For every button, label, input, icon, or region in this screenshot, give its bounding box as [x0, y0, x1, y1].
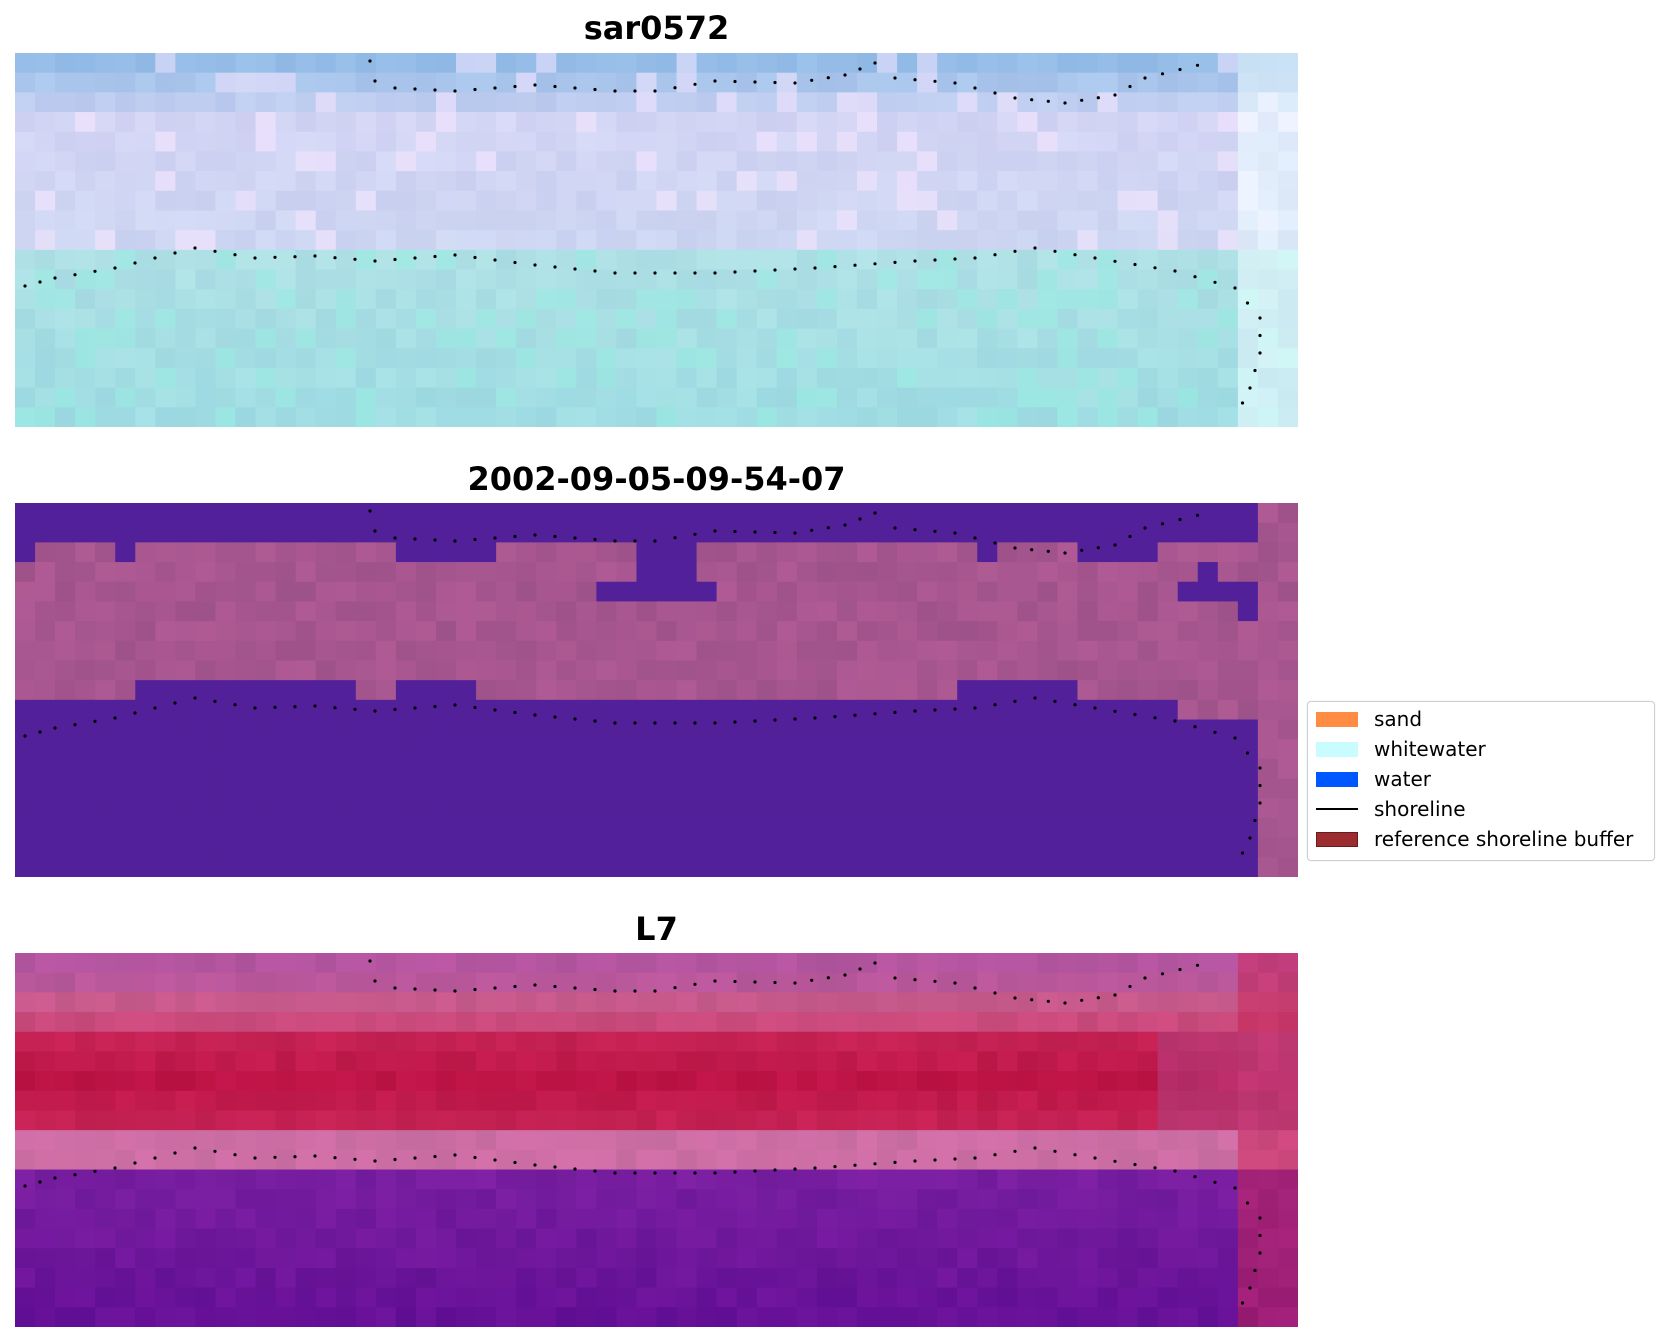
shoreline-line-swatch [1316, 808, 1358, 810]
legend-label-water: water [1374, 767, 1431, 791]
rgb-image-canvas [15, 53, 1298, 427]
legend-label-reference-buffer: reference shoreline buffer [1374, 827, 1634, 851]
legend-item-whitewater: whitewater [1316, 736, 1486, 762]
panel-title-rgb: sar0572 [583, 9, 730, 47]
reference-buffer-swatch [1316, 831, 1358, 847]
legend-item-water: water [1316, 766, 1431, 792]
sand-swatch [1316, 711, 1358, 727]
legend-item-reference-buffer: reference shoreline buffer [1316, 826, 1633, 852]
legend: sand whitewater water shoreline referenc… [1307, 701, 1655, 861]
index-image-canvas [15, 953, 1298, 1327]
legend-item-shoreline: shoreline [1316, 796, 1466, 822]
index-image-panel [15, 953, 1298, 1327]
water-swatch [1316, 771, 1358, 787]
legend-item-sand: sand [1316, 706, 1422, 732]
whitewater-swatch [1316, 741, 1358, 757]
classified-image-canvas [15, 503, 1298, 877]
rgb-image-panel [15, 53, 1298, 427]
panel-title-index: L7 [635, 910, 678, 948]
panel-title-classified: 2002-09-05-09-54-07 [467, 460, 846, 498]
legend-label-shoreline: shoreline [1374, 797, 1466, 821]
classified-image-panel [15, 503, 1298, 877]
legend-label-whitewater: whitewater [1374, 737, 1486, 761]
legend-label-sand: sand [1374, 707, 1423, 731]
